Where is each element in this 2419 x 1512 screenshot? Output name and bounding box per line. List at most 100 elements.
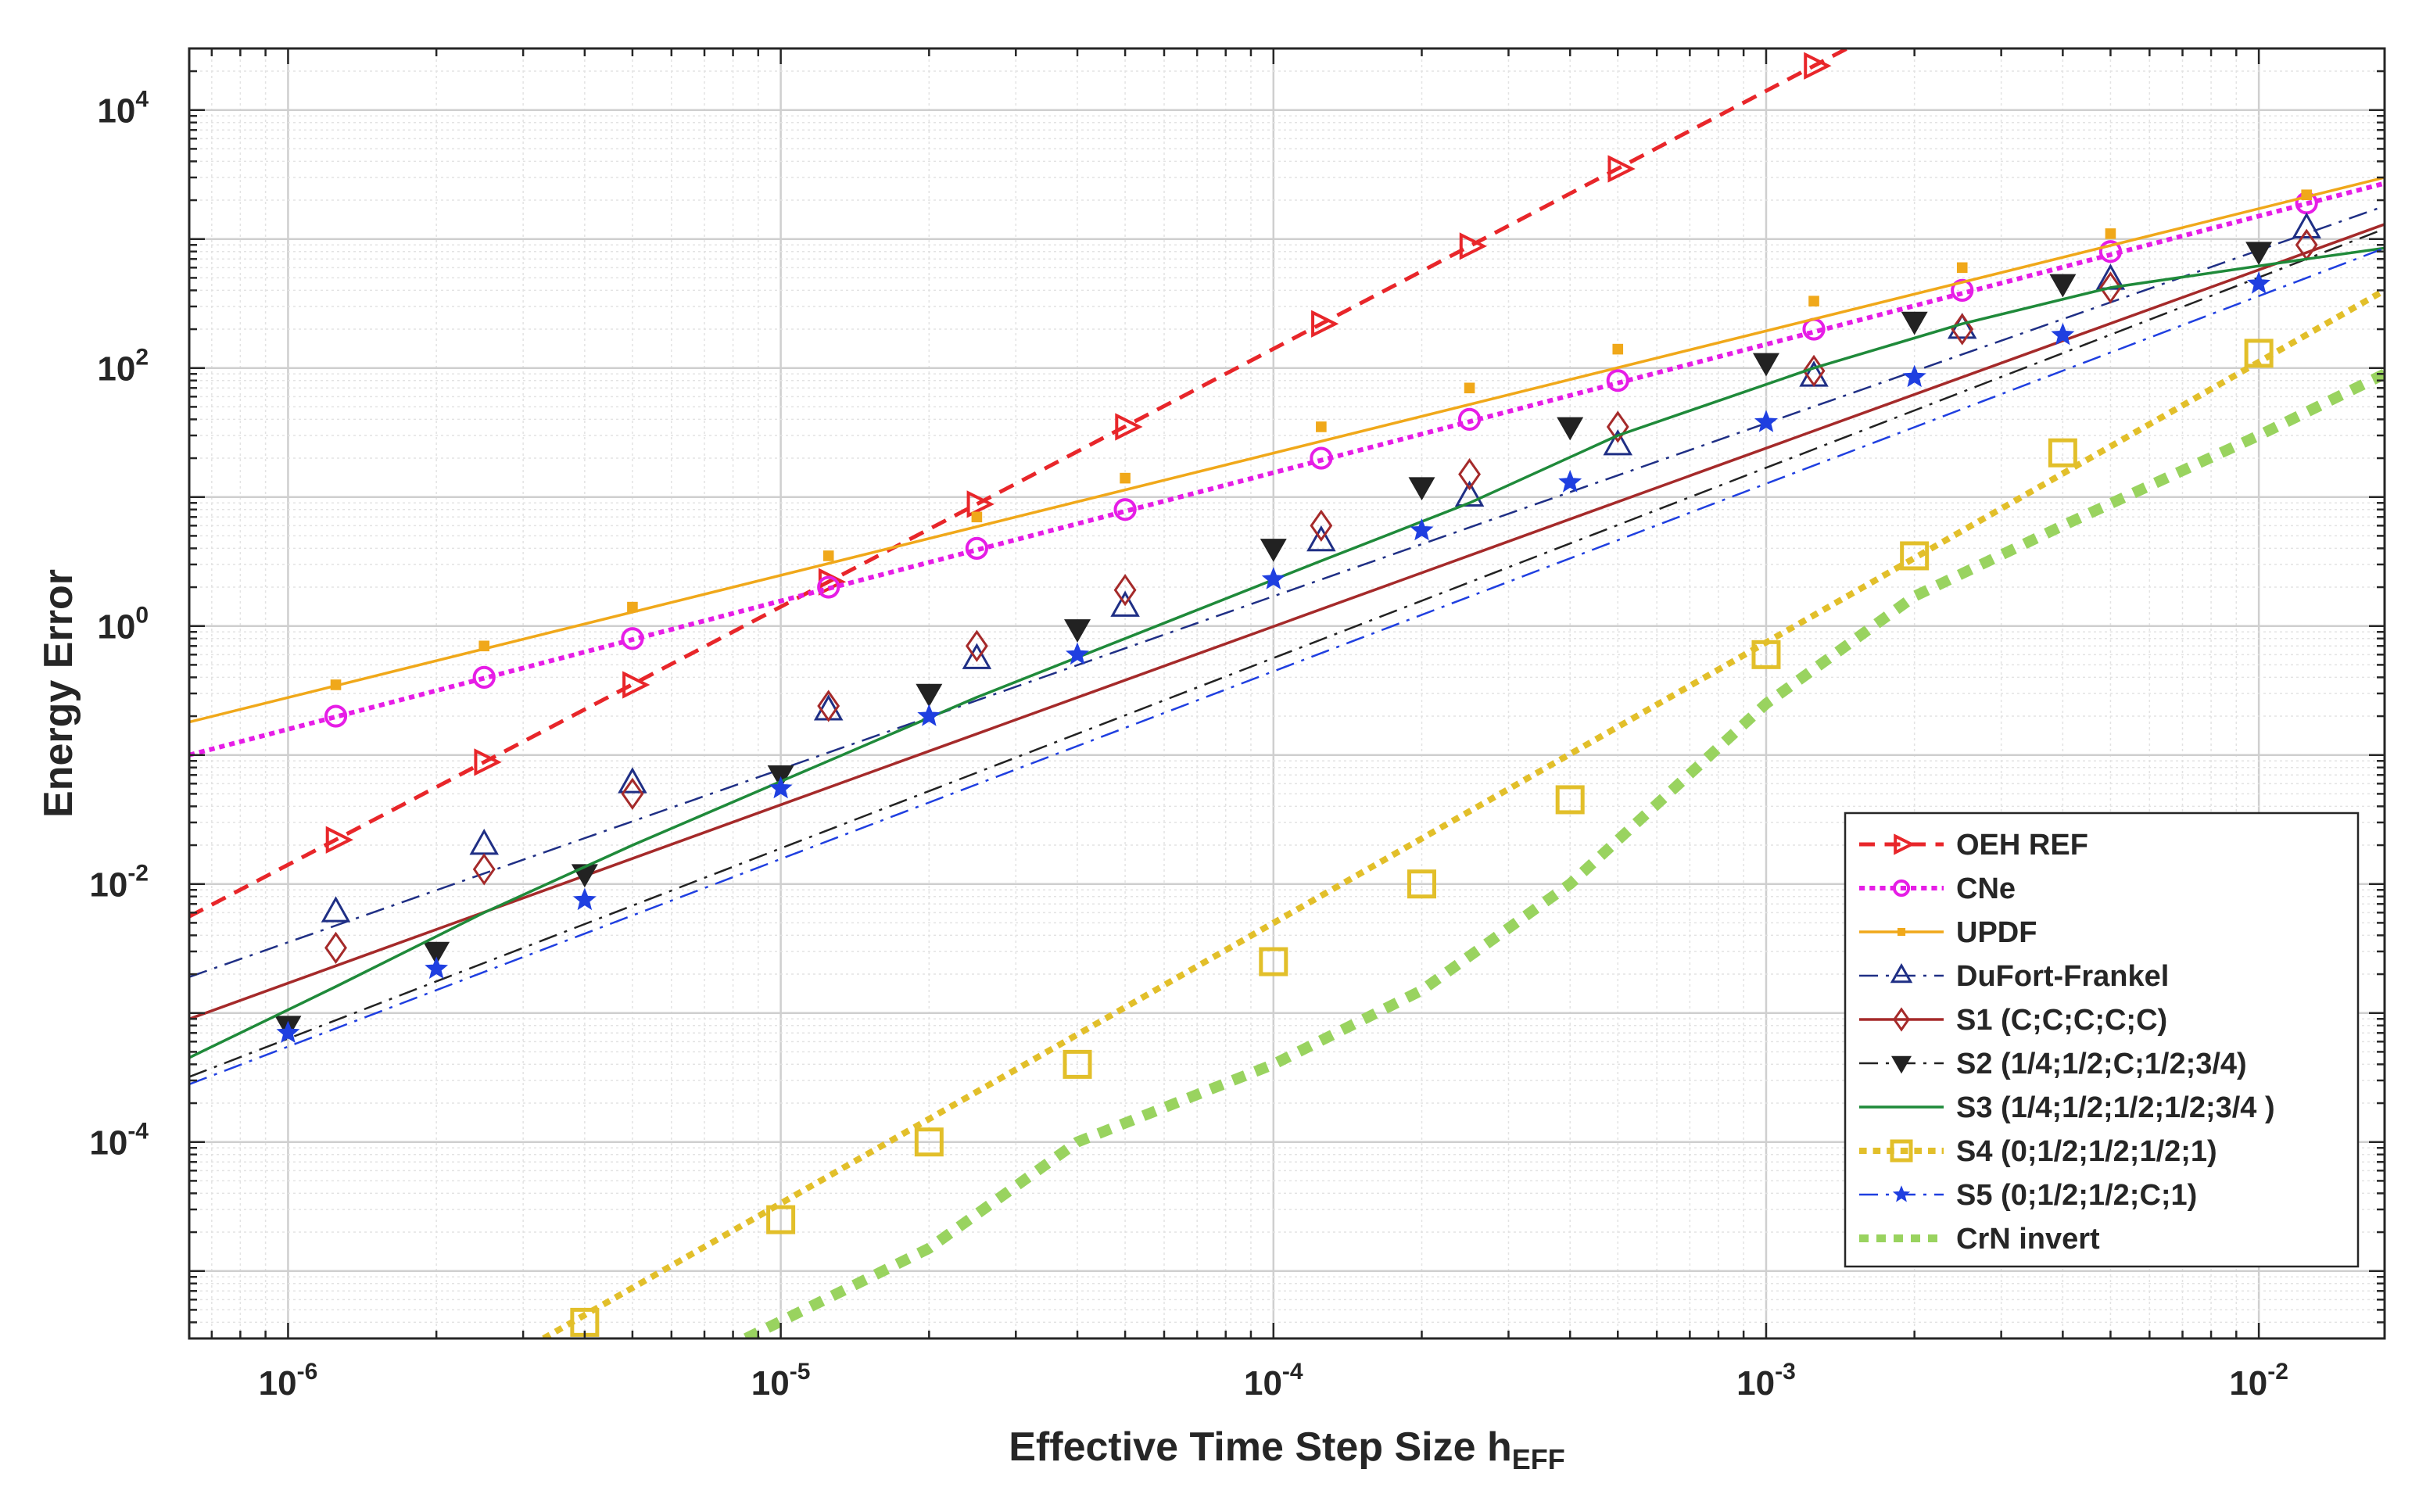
data-point [425, 956, 449, 980]
x-axis-label: Effective Time Step Size hEFF [1009, 1424, 1564, 1475]
data-point [1316, 421, 1327, 432]
data-point [1115, 413, 1143, 441]
data-point [2099, 271, 2122, 304]
series-6 [189, 246, 2385, 1059]
data-point [1066, 642, 1089, 665]
data-point [2051, 322, 2075, 346]
y-tick-label: 100 [97, 603, 149, 647]
data-point [324, 704, 348, 728]
series-line [189, 247, 2385, 1086]
legend-marker [1893, 1007, 1910, 1032]
data-point [965, 536, 988, 560]
y-tick-label: 102 [97, 345, 149, 389]
y-tick-label: 104 [97, 87, 149, 131]
data-point [2292, 212, 2321, 238]
data-point [817, 575, 840, 599]
data-point [1606, 369, 1629, 392]
legend-entry: S2 (1/4;1/2;C;1/2;3/4) [1859, 1048, 2247, 1080]
data-point [1464, 382, 1475, 394]
legend-entry: OEH REF [1859, 829, 2088, 862]
legend-entry: S4 (0;1/2;1/2;1/2;1) [1859, 1135, 2217, 1168]
data-point [1261, 567, 1285, 589]
data-point [962, 643, 992, 669]
data-point [1113, 498, 1137, 521]
data-point [1751, 640, 1781, 669]
series-line [542, 287, 2385, 1338]
series-9 [744, 369, 2385, 1338]
data-point [1063, 1049, 1092, 1079]
legend-marker [1890, 1139, 1913, 1163]
legend-entry: UPDF [1859, 916, 2037, 949]
data-point [1557, 417, 1584, 441]
data-point [1306, 525, 1336, 552]
data-point [2244, 339, 2274, 368]
series-line [189, 205, 2385, 978]
plot-series [189, 48, 2385, 1338]
legend-marker [1897, 927, 1906, 937]
data-point [621, 777, 644, 811]
legend-entry: DuFort-Frankel [1859, 960, 2169, 993]
data-point [321, 896, 351, 923]
legend-box [1844, 812, 2360, 1268]
data-point [474, 748, 502, 776]
data-point [1603, 429, 1633, 456]
axis-ticks: 10-6 10-5 10-4 10-3 10-2 10-4 10-2 100 102 104 [89, 47, 2385, 1403]
data-point [618, 767, 647, 794]
data-point [817, 690, 840, 722]
series-line [189, 246, 2385, 1059]
data-point [472, 853, 496, 886]
x-tick-label: 10-4 [1244, 1359, 1303, 1403]
data-point [1120, 472, 1131, 484]
legend-label: S1 (C;C;C;C;C) [1956, 1004, 2167, 1037]
data-point [2098, 240, 2123, 263]
data-point [1310, 509, 1333, 542]
data-point [2247, 271, 2271, 294]
legend-label: S4 (0;1/2;1/2;1/2;1) [1956, 1135, 2217, 1168]
data-point [1900, 541, 1930, 571]
series-line [189, 223, 2385, 1020]
data-point [478, 640, 490, 652]
y-axis-label: Energy Error [36, 569, 81, 818]
data-point [1901, 311, 1928, 335]
data-point [1408, 477, 1435, 501]
data-point [621, 627, 644, 650]
data-point [324, 931, 347, 964]
legend-marker [1894, 833, 1915, 855]
data-point [1260, 539, 1287, 562]
legend-entry: CrN invert [1859, 1223, 2100, 1256]
data-point [1606, 410, 1629, 443]
data-point [2048, 438, 2077, 468]
data-point [2049, 274, 2077, 298]
data-point [916, 683, 943, 708]
x-tick-label: 10-6 [259, 1359, 318, 1403]
data-point [1607, 155, 1636, 183]
data-point [1113, 574, 1137, 607]
series-3 [189, 205, 2385, 978]
series-line [189, 176, 2385, 724]
legend-label: S3 (1/4;1/2;1/2;1/2;3/4 ) [1956, 1091, 2275, 1124]
data-point [914, 1127, 944, 1157]
data-point [971, 511, 983, 523]
legend-label: S5 (0;1/2;1/2;C;1) [1956, 1179, 2197, 1212]
legend-label: OEH REF [1956, 829, 2088, 862]
data-point [766, 1205, 796, 1234]
y-tick-label: 10-4 [89, 1119, 149, 1163]
data-point [627, 601, 638, 613]
legend: OEH REF CNe UPDF DuFort-Frankel S1 (C;C;C;C;… [1844, 812, 2360, 1268]
data-point [1804, 52, 1832, 80]
data-point [769, 776, 793, 799]
series-4 [189, 223, 2385, 1020]
legend-marker [1892, 1185, 1911, 1202]
data-point [1064, 619, 1091, 643]
data-point [1311, 310, 1339, 338]
series-5 [189, 228, 2385, 1078]
data-point [2105, 228, 2116, 239]
y-tick-label: 10-2 [89, 861, 149, 905]
data-point [2301, 189, 2313, 201]
data-point [1558, 470, 1582, 493]
data-point [622, 671, 650, 699]
legend-marker [1891, 1055, 1912, 1074]
legend-entry: S1 (C;C;C;C;C) [1859, 1004, 2167, 1037]
series-line [189, 181, 2385, 758]
